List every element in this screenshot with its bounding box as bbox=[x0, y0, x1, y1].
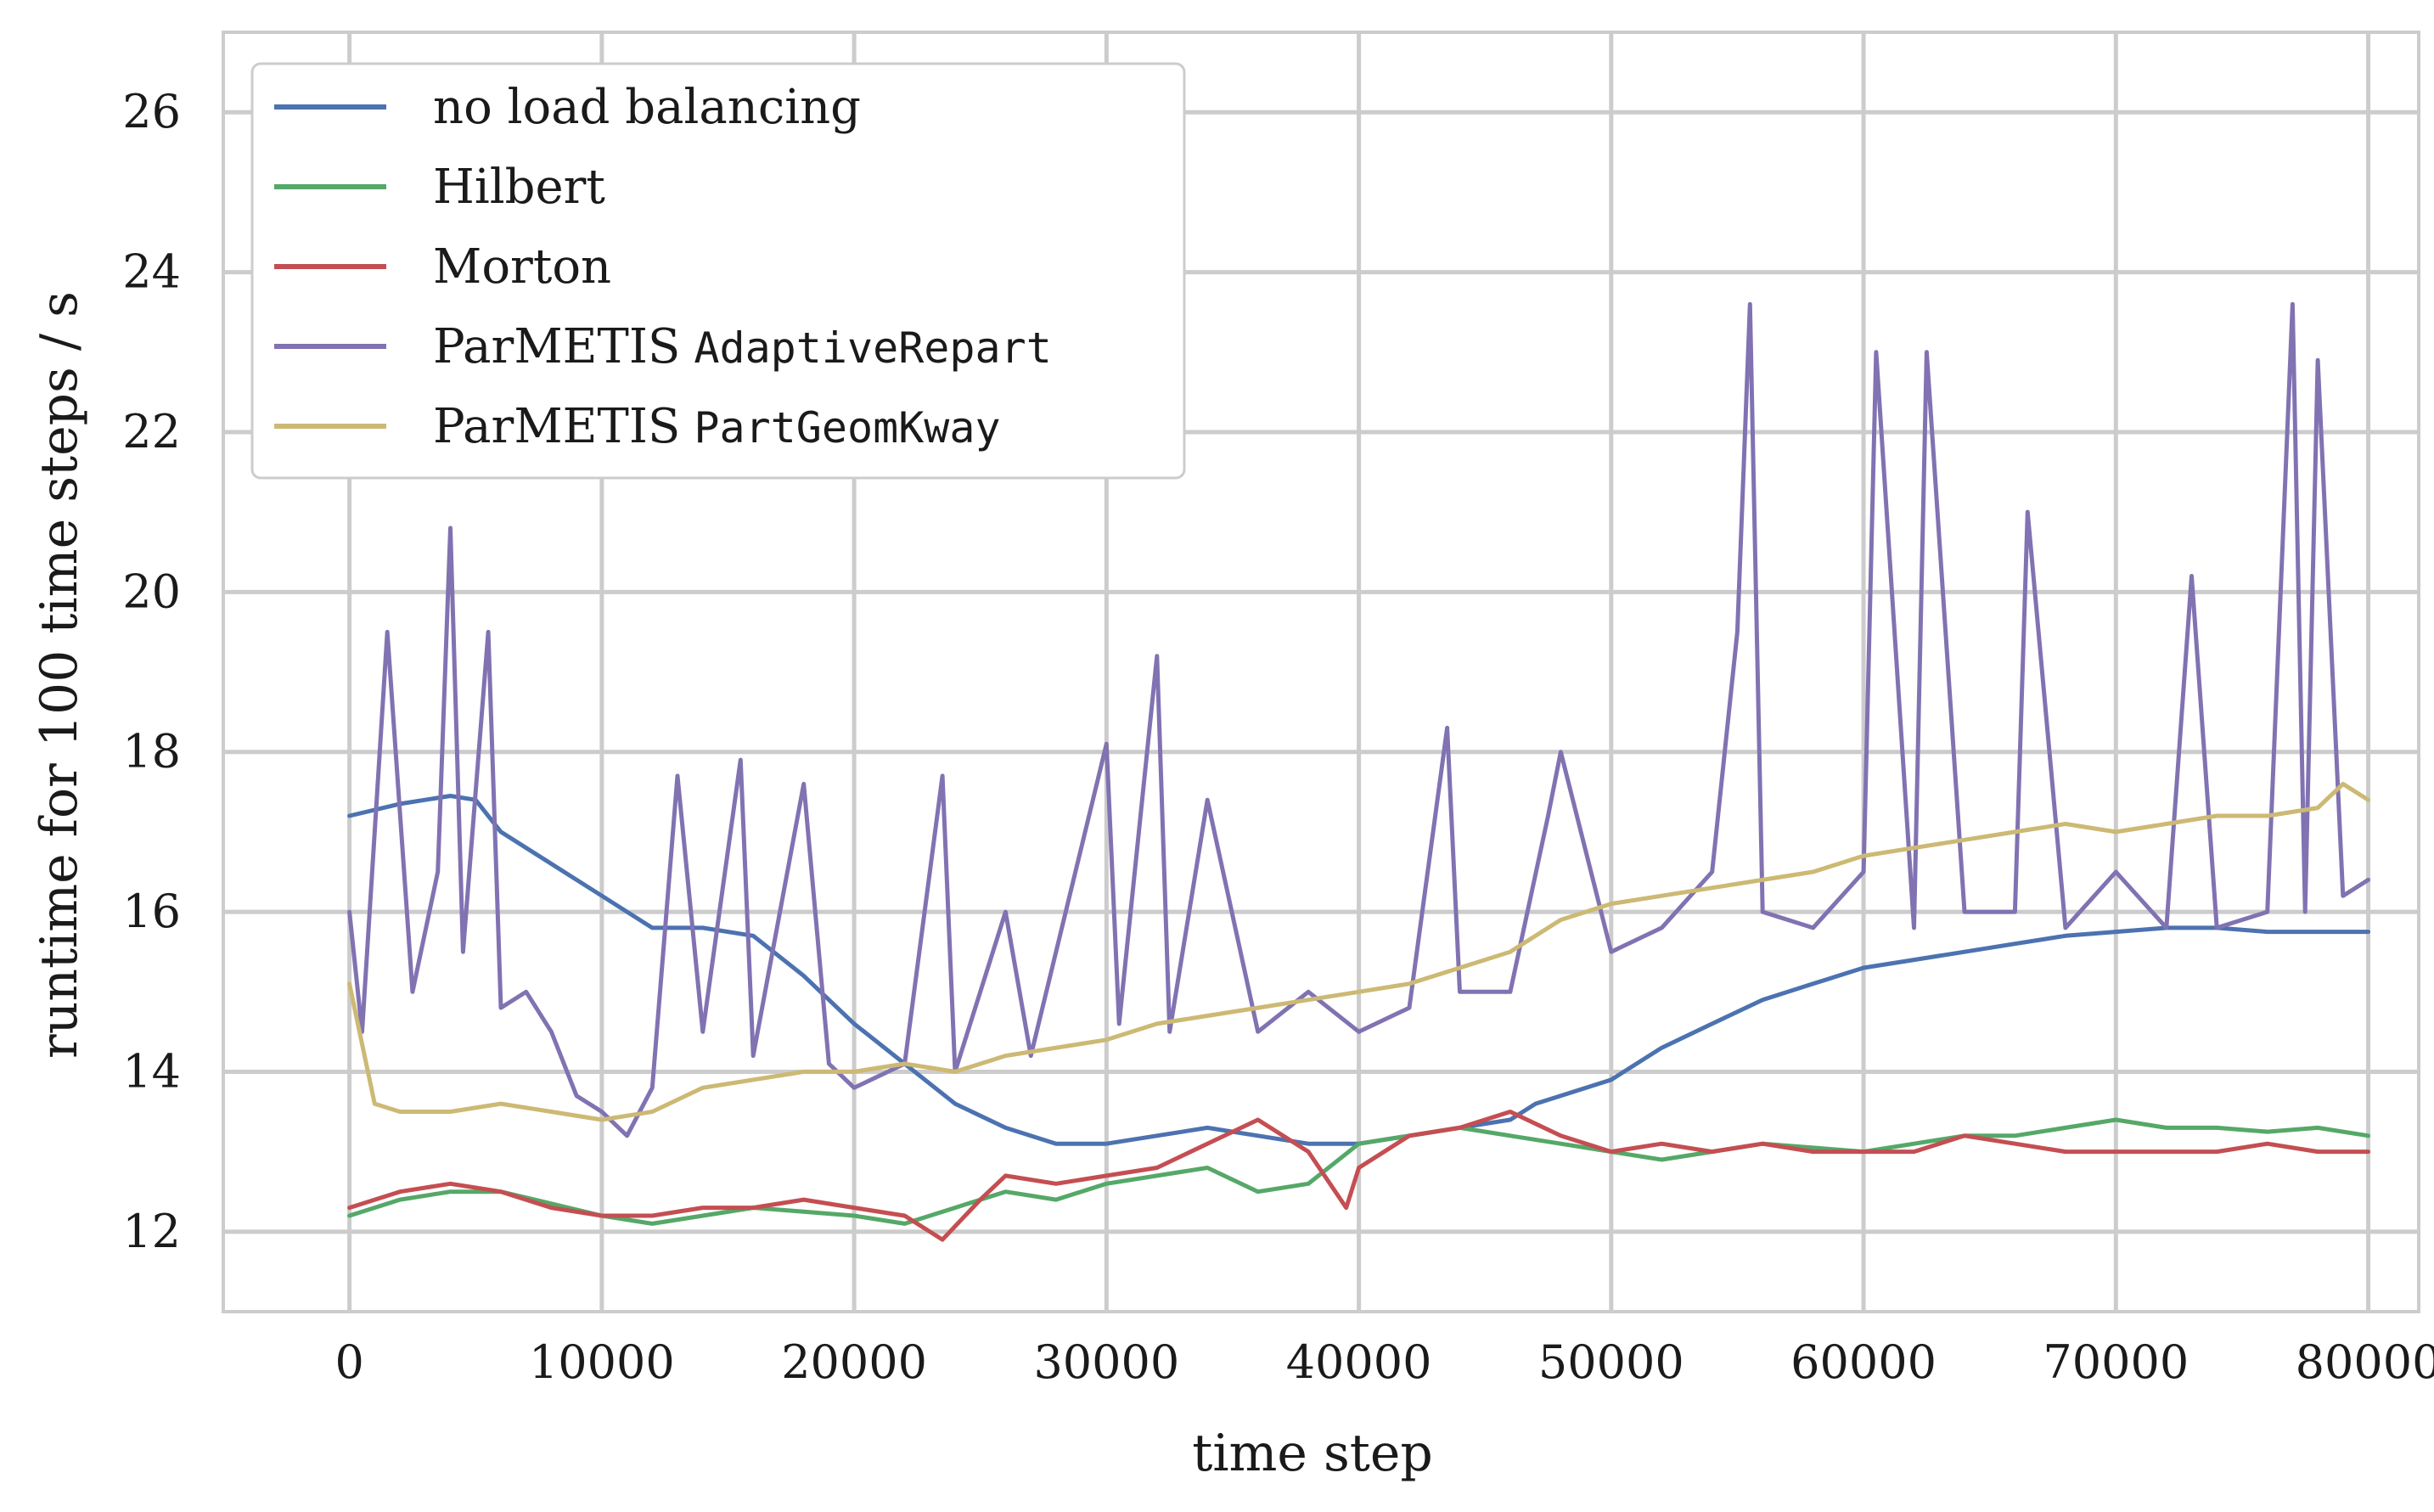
legend-label-text: ParMETIS bbox=[433, 399, 680, 454]
series-line-parmetis-partgeomkway bbox=[347, 781, 2371, 1122]
x-tick-label: 20000 bbox=[781, 1335, 927, 1389]
x-tick-label: 60000 bbox=[1790, 1335, 1937, 1389]
y-tick-label: 12 bbox=[122, 1205, 181, 1258]
legend-label: Morton bbox=[433, 239, 611, 295]
x-tick-label: 30000 bbox=[1033, 1335, 1179, 1389]
y-tick-label: 22 bbox=[122, 405, 181, 458]
y-axis-title: runtime for 100 time steps / s bbox=[30, 291, 89, 1059]
x-tick-label: 40000 bbox=[1286, 1335, 1432, 1389]
legend-label: Hilbert bbox=[433, 160, 605, 215]
legend: no load balancing Hilbert Morton ParMETIS Ad… bbox=[250, 62, 1186, 480]
legend-label-code: PartGeomKway bbox=[694, 403, 1000, 452]
y-tick-label: 14 bbox=[122, 1044, 181, 1098]
tick-labels: 0 10000 20000 30000 40000 50000 60000 70000 8000… bbox=[122, 85, 2434, 1389]
legend-label: no load balancing bbox=[433, 80, 861, 135]
series-line-morton bbox=[347, 1110, 2371, 1242]
series-layer bbox=[347, 301, 2371, 1242]
y-tick-label: 16 bbox=[122, 885, 181, 938]
plot-frame bbox=[222, 31, 2420, 1313]
legend-label-code: AdaptiveRepart bbox=[694, 323, 1051, 373]
x-tick-label: 50000 bbox=[1538, 1335, 1684, 1389]
legend-label: ParMETIS PartGeomKway bbox=[433, 399, 1001, 454]
x-tick-label: 10000 bbox=[529, 1335, 675, 1389]
legend-label: ParMETIS AdaptiveRepart bbox=[433, 319, 1052, 374]
legend-label-text: Hilbert bbox=[433, 160, 605, 215]
legend-box bbox=[250, 62, 1186, 480]
y-tick-label: 26 bbox=[122, 85, 181, 138]
x-tick-label: 70000 bbox=[2043, 1335, 2189, 1389]
legend-label-text: Morton bbox=[433, 239, 611, 295]
x-tick-label: 80000 bbox=[2296, 1335, 2434, 1389]
series-line-parmetis-adaptiverepart bbox=[347, 301, 2371, 1138]
series-line-hilbert bbox=[347, 1117, 2371, 1226]
legend-items: no load balancing Hilbert Morton ParMETIS Ad… bbox=[274, 80, 1052, 454]
legend-label-text: no load balancing bbox=[433, 80, 861, 135]
y-tick-label: 20 bbox=[122, 565, 181, 618]
x-tick-label: 0 bbox=[334, 1335, 363, 1389]
legend-label-text: ParMETIS bbox=[433, 319, 680, 374]
y-tick-label: 18 bbox=[122, 725, 181, 778]
x-axis-title: time step bbox=[1192, 1424, 1433, 1483]
y-tick-label: 24 bbox=[122, 245, 181, 299]
